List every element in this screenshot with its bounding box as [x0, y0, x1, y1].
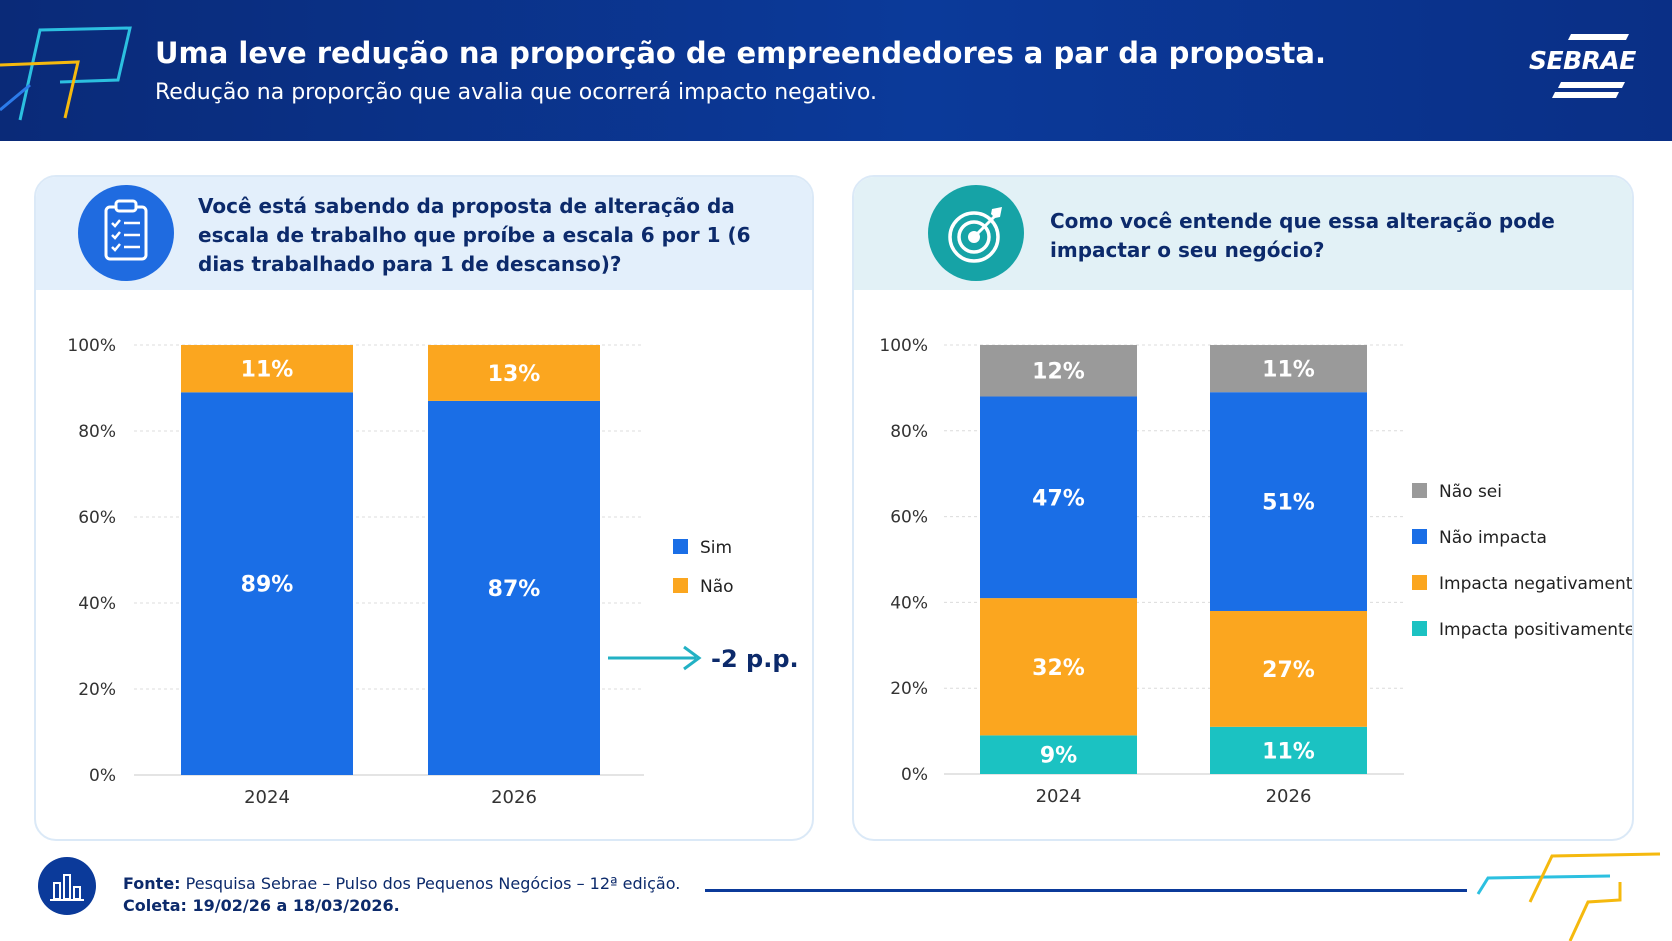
awareness-x-tick-label: 2026 [491, 787, 537, 808]
impact-bar-segment [1210, 392, 1367, 611]
target-icon [928, 185, 1024, 281]
impact-x-tick-label: 2026 [1266, 786, 1312, 807]
source-text: Pesquisa Sebrae – Pulso dos Pequenos Neg… [185, 874, 681, 893]
collection-note: Coleta: 19/02/26 a 18/03/2026. [123, 896, 400, 915]
awareness-bar-segment [181, 345, 353, 393]
impact-question: Como você entende que essa alteração pod… [1050, 209, 1555, 262]
footer-decoration [1476, 852, 1661, 941]
impact-y-tick-label: 100% [879, 336, 928, 356]
impact-bar-segment [980, 735, 1137, 774]
impact-panel-header: Como você entende que essa alteração pod… [854, 177, 1632, 290]
awareness-data-label: 13% [488, 362, 541, 387]
collection-text: 19/02/26 a 18/03/2026. [192, 896, 400, 915]
sebrae-logo: SEBRAE [1529, 46, 1636, 75]
awareness-y-tick-label: 0% [89, 766, 116, 786]
change-annotation: -2 p.p. [711, 645, 799, 673]
awareness-y-tick-label: 80% [78, 422, 116, 442]
impact-data-label: 51% [1262, 491, 1315, 516]
awareness-bar-segment [428, 345, 600, 401]
header-decoration [0, 26, 132, 121]
impact-y-tick-label: 80% [890, 422, 928, 442]
clipboard-checklist-icon [78, 185, 174, 281]
impact-bar-segment [1210, 726, 1367, 774]
impact-bar-segment [980, 345, 1137, 397]
impact-data-label: 11% [1262, 739, 1315, 764]
impact-bar-segment [1210, 610, 1367, 727]
impact-x-tick-label: 2024 [1036, 786, 1082, 807]
impact-legend-swatch [1412, 529, 1427, 544]
impact-data-label: 12% [1032, 360, 1085, 385]
impact-bar-segment [980, 598, 1137, 736]
impact-legend-label: Não sei [1439, 482, 1502, 502]
awareness-legend-label: Não [700, 577, 734, 597]
impact-chart: 0% 20% 40% 60% 80% 100% 9% 32% 47% 12% 2024 11% 27% 5… [879, 336, 1634, 807]
impact-legend-label: Impacta positivamente [1439, 620, 1634, 640]
impact-y-tick-label: 0% [901, 765, 928, 785]
impact-y-tick-label: 60% [890, 508, 928, 528]
change-arrow-head [683, 645, 702, 671]
awareness-data-label: 89% [241, 573, 294, 598]
impact-data-label: 47% [1032, 486, 1085, 511]
awareness-x-tick-label: 2024 [244, 787, 290, 808]
awareness-bar-segment [181, 392, 353, 775]
awareness-legend-label: Sim [700, 538, 732, 558]
impact-legend-swatch [1412, 575, 1427, 590]
awareness-bar-segment [428, 400, 600, 775]
header-banner: Uma leve redução na proporção de empreen… [0, 0, 1672, 141]
impact-panel: Como você entende que essa alteração pod… [852, 175, 1634, 841]
impact-legend-swatch [1412, 621, 1427, 636]
footer-divider [705, 889, 1467, 892]
impact-legend-swatch [1412, 483, 1427, 498]
awareness-chart: 0% 20% 40% 60% 80% 100% 89% 11% 2024 87% 13% 2026 Si… [67, 336, 799, 808]
awareness-data-label: 11% [241, 358, 294, 383]
impact-y-tick-label: 40% [890, 593, 928, 613]
awareness-y-tick-label: 40% [78, 594, 116, 614]
awareness-legend-swatch [673, 539, 688, 554]
impact-data-label: 9% [1040, 744, 1077, 769]
awareness-y-tick-label: 100% [67, 336, 116, 356]
page-title: Uma leve redução na proporção de empreen… [155, 36, 1327, 70]
awareness-y-tick-label: 20% [78, 680, 116, 700]
impact-legend-label: Não impacta [1439, 528, 1547, 548]
impact-y-tick-label: 20% [890, 679, 928, 699]
awareness-question: Você está sabendo da proposta de alteraç… [198, 194, 751, 276]
awareness-panel-header: Você está sabendo da proposta de alteraç… [36, 177, 812, 290]
source-label: Fonte: [123, 874, 181, 893]
impact-legend-label: Impacta negativamente [1439, 574, 1634, 594]
awareness-data-label: 87% [488, 577, 541, 602]
impact-bar-segment [1210, 345, 1367, 393]
impact-bar-segment [980, 396, 1137, 599]
awareness-y-tick-label: 60% [78, 508, 116, 528]
awareness-panel: Você está sabendo da proposta de alteraç… [34, 175, 814, 841]
page-subtitle: Redução na proporção que avalia que ocor… [155, 80, 877, 105]
source-note: Fonte: Pesquisa Sebrae – Pulso dos Peque… [123, 874, 680, 893]
sebrae-logo-stripes [1552, 34, 1629, 98]
collection-label: Coleta: [123, 896, 187, 915]
bar-chart-icon [38, 857, 96, 915]
impact-data-label: 32% [1032, 656, 1085, 681]
awareness-legend-swatch [673, 578, 688, 593]
impact-data-label: 27% [1262, 658, 1315, 683]
impact-data-label: 11% [1262, 358, 1315, 383]
